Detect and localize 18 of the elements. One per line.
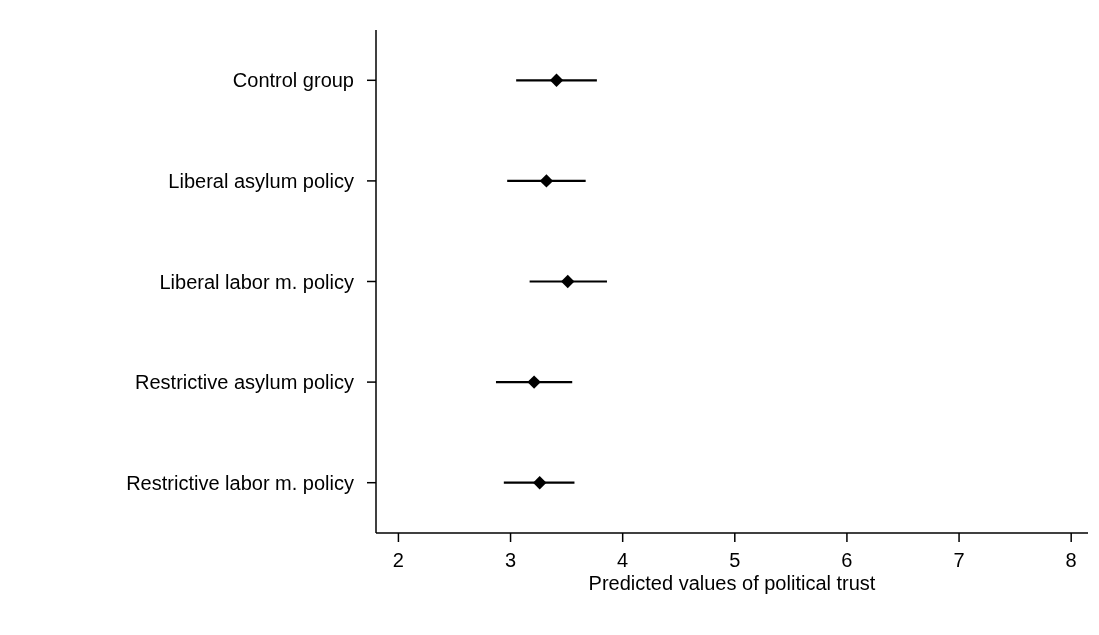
x-tick-label: 2: [392, 549, 404, 571]
y-tick-label: Liberal asylum policy: [168, 169, 354, 192]
point: [539, 174, 554, 188]
x-tick-label: 5: [729, 549, 741, 571]
x-tick-label: 8: [1065, 549, 1077, 571]
point: [527, 375, 541, 389]
point: [533, 475, 547, 490]
y-tick-label: Control group: [232, 69, 354, 92]
x-tick-label: 4: [617, 549, 629, 571]
x-axis-title: Predicted values of political trust: [588, 572, 876, 594]
y-tick-label: Restrictive asylum policy: [135, 371, 354, 394]
y-tick-label: Restrictive labor m. policy: [126, 471, 354, 494]
x-tick-label: 6: [841, 549, 853, 571]
point: [549, 73, 564, 88]
x-tick-label: 3: [504, 549, 517, 571]
y-tick-label: Liberal labor m. policy: [159, 270, 354, 293]
point: [561, 274, 575, 289]
x-tick-label: 7: [953, 549, 965, 571]
